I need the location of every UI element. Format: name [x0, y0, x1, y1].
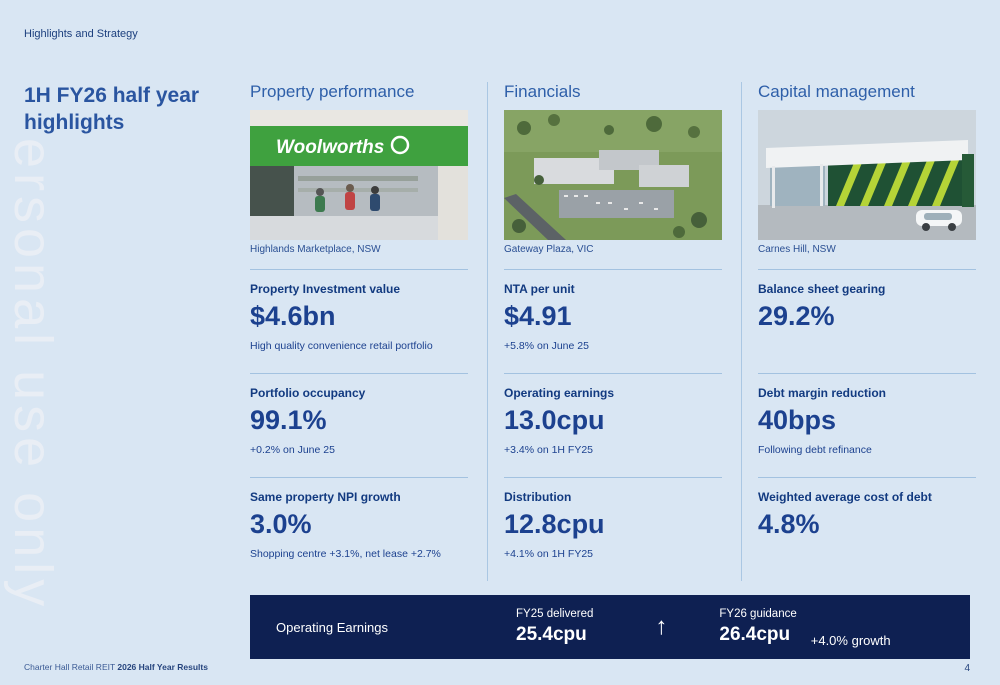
stat-value: 12.8cpu: [504, 509, 605, 539]
stat-nta-per-unit: NTA per unit $4.91 +5.8% on June 25: [504, 269, 722, 373]
column-property-performance: Property performance Woolworths: [250, 82, 468, 581]
page-number: 4: [964, 663, 970, 674]
footer-doc-title: 2026 Half Year Results: [117, 662, 208, 672]
retail-storefront-canopy-photo: [758, 110, 976, 240]
slide-content: Property performance Woolworths: [250, 82, 976, 659]
up-arrow-icon: ↑: [655, 613, 668, 640]
stat-label: Property Investment value: [250, 282, 401, 296]
stat-value: 13.0cpu: [504, 405, 605, 435]
stat-label: NTA per unit: [504, 282, 575, 296]
banner-title: Operating Earnings: [276, 619, 389, 635]
stat-label: Balance sheet gearing: [758, 282, 886, 296]
photo-caption: Highlands Marketplace, NSW: [250, 244, 381, 255]
photo-caption: Carnes Hill, NSW: [758, 244, 836, 255]
stat-note: +3.4% on 1H FY25: [504, 444, 594, 457]
stat-note: +5.8% on June 25: [504, 340, 589, 353]
stat-value: $4.91: [504, 301, 572, 331]
fy26-guidance-label: FY26 guidance: [719, 608, 797, 620]
fy25-delivered-group: FY25 delivered 25.4cpu: [516, 608, 593, 646]
column-header: Property performance: [250, 82, 415, 101]
fy25-delivered-label: FY25 delivered: [516, 608, 594, 620]
column-header: Financials: [504, 82, 581, 101]
stat-operating-earnings: Operating earnings 13.0cpu +3.4% on 1H F…: [504, 373, 722, 477]
stat-label: Weighted average cost of debt: [758, 490, 932, 504]
stat-property-investment-value: Property Investment value $4.6bn High qu…: [250, 269, 468, 373]
stat-note: High quality convenience retail portfoli…: [250, 340, 433, 353]
stat-same-property-npi-growth: Same property NPI growth 3.0% Shopping c…: [250, 477, 468, 581]
stat-label: Portfolio occupancy: [250, 386, 366, 400]
stat-label: Debt margin reduction: [758, 386, 887, 400]
photo-caption: Gateway Plaza, VIC: [504, 244, 594, 255]
column-financials: Financials: [487, 82, 722, 581]
personal-use-watermark: ersonal use only: [3, 138, 63, 612]
stat-note: +4.1% on 1H FY25: [504, 548, 594, 561]
stat-value: 40bps: [758, 405, 837, 435]
stat-label: Same property NPI growth: [250, 490, 401, 504]
page-title: 1H FY26 half year highlights: [24, 84, 200, 135]
svg-text:Woolworths: Woolworths: [276, 137, 384, 158]
stat-label: Operating earnings: [504, 386, 615, 400]
footer: Charter Hall Retail REIT 2026 Half Year …: [24, 662, 208, 672]
fy25-delivered-value: 25.4cpu: [516, 624, 587, 645]
stat-portfolio-occupancy: Portfolio occupancy 99.1% +0.2% on June …: [250, 373, 468, 477]
operating-earnings-banner: Operating Earnings FY25 delivered 25.4cp…: [250, 595, 970, 659]
woolworths-storefront-photo: Woolworths: [250, 110, 468, 240]
stat-value: 3.0%: [250, 509, 312, 539]
section-eyebrow: Highlights and Strategy: [24, 28, 138, 40]
columns: Property performance Woolworths: [250, 82, 976, 581]
column-capital-management: Capital management: [741, 82, 976, 581]
stat-value: 29.2%: [758, 301, 835, 331]
footer-brand: Charter Hall Retail REIT: [24, 662, 118, 672]
stat-weighted-average-cost-of-debt: Weighted average cost of debt 4.8%: [758, 477, 976, 581]
stat-note: Following debt refinance: [758, 444, 872, 457]
stat-balance-sheet-gearing: Balance sheet gearing 29.2%: [758, 269, 976, 373]
fy26-guidance-group: FY26 guidance 26.4cpu: [719, 608, 796, 646]
column-header: Capital management: [758, 82, 915, 101]
stat-debt-margin-reduction: Debt margin reduction 40bps Following de…: [758, 373, 976, 477]
stat-note: +0.2% on June 25: [250, 444, 335, 457]
aerial-shopping-centre-photo: [504, 110, 722, 240]
stat-value: 4.8%: [758, 509, 820, 539]
stat-note: Shopping centre +3.1%, net lease +2.7%: [250, 548, 441, 561]
stat-value: $4.6bn: [250, 301, 336, 331]
growth-note: +4.0% growth: [810, 633, 891, 648]
stat-label: Distribution: [504, 490, 572, 504]
stat-distribution: Distribution 12.8cpu +4.1% on 1H FY25: [504, 477, 722, 581]
stat-value: 99.1%: [250, 405, 327, 435]
fy26-guidance-value: 26.4cpu: [719, 624, 791, 645]
